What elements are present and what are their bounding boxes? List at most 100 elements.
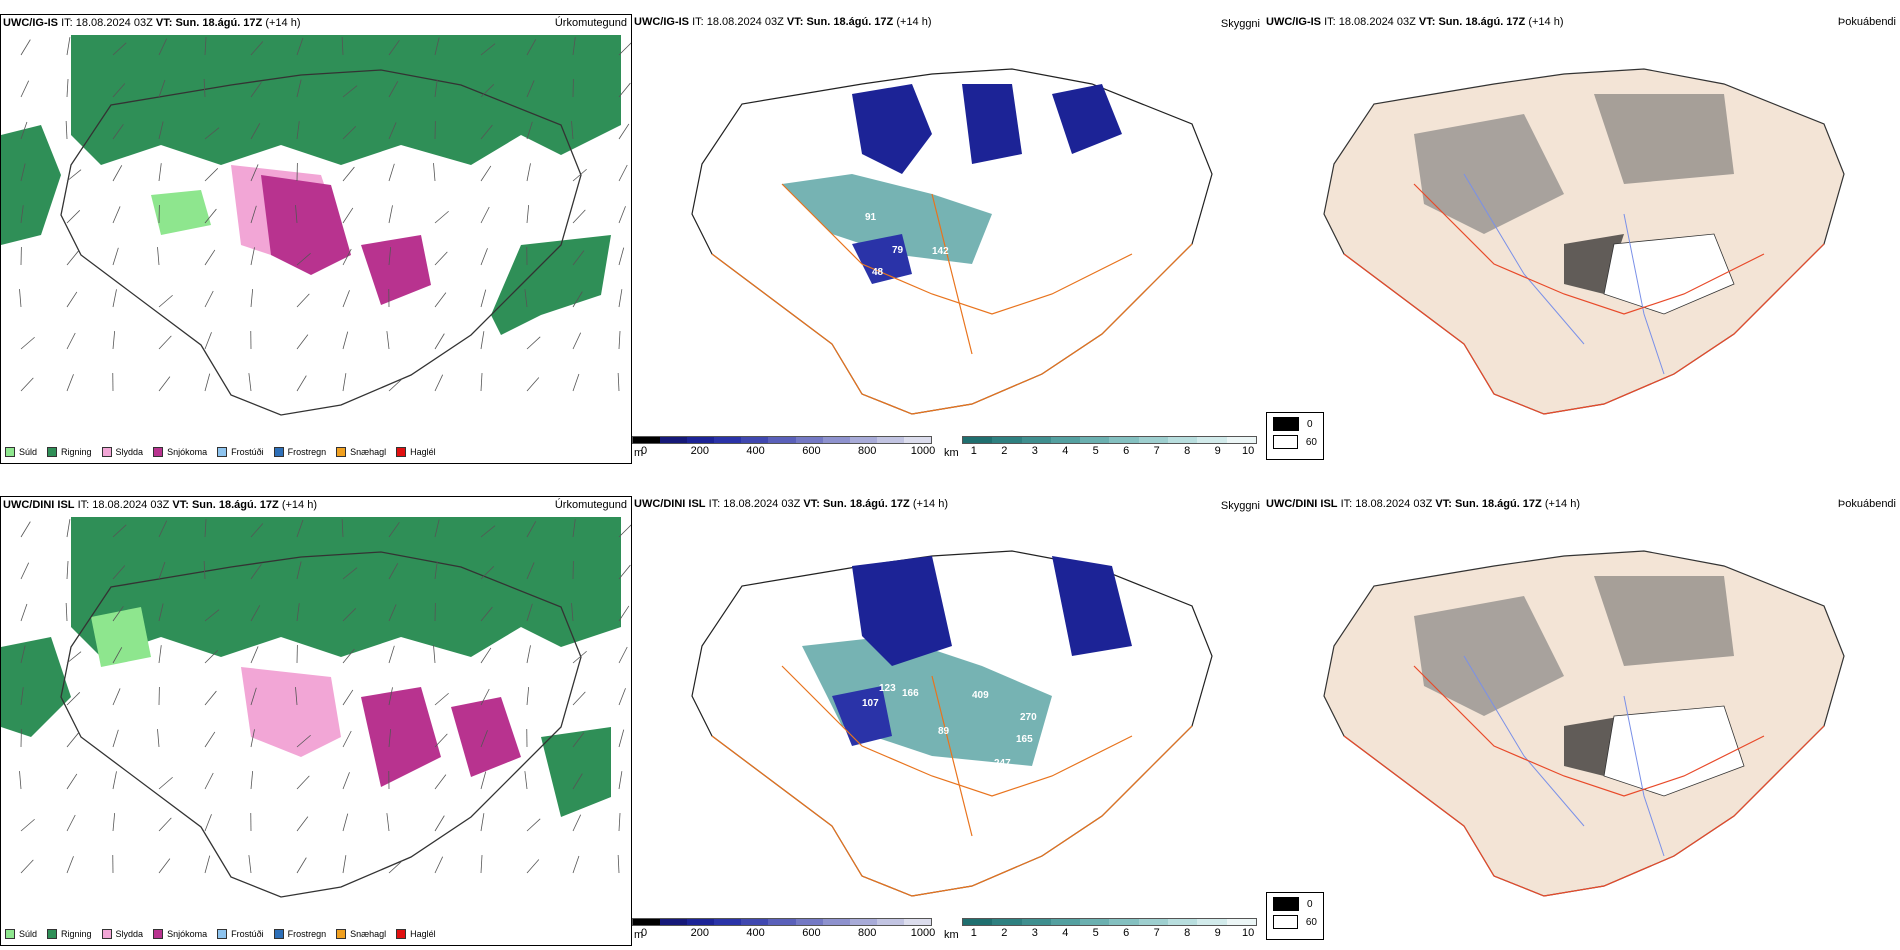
colorbar-segment xyxy=(1168,919,1198,925)
wind-barb xyxy=(158,163,162,182)
wind-barb xyxy=(434,292,447,308)
wind-barb xyxy=(526,80,535,98)
colorbar-tick-label: 2 xyxy=(1001,445,1008,457)
wind-barb xyxy=(480,813,485,832)
wind-barb xyxy=(388,729,392,748)
ceiling-colorbar xyxy=(632,436,932,444)
visibility-low-area xyxy=(782,174,992,264)
visibility-unit: km xyxy=(944,447,959,459)
colorbar-segment xyxy=(1138,437,1169,443)
wind-barb xyxy=(618,206,626,224)
wind-barb xyxy=(66,291,78,308)
legend-item: Súld xyxy=(5,447,37,457)
legend-item: Snjókoma xyxy=(153,447,207,457)
wind-barb xyxy=(618,331,621,350)
wind-barb xyxy=(388,163,395,182)
wind-barb xyxy=(526,521,537,538)
colorbar-tick-label: 600 xyxy=(802,927,821,939)
wind-barb xyxy=(112,289,117,308)
wind-barb xyxy=(342,772,350,790)
visibility-map-1: 142 53 184 168 439 91 79 48 xyxy=(691,68,1213,415)
wind-barb xyxy=(296,775,310,790)
wind-barb xyxy=(388,522,400,538)
wind-barb xyxy=(112,124,124,140)
wind-barb xyxy=(204,249,216,266)
wind-barb xyxy=(618,729,625,748)
panel-title-4: UWC/DINI ISL IT: 18.08.2024 03Z VT: Sun.… xyxy=(3,499,317,511)
visibility-scale: 1 2 3 4 5 6 7 8 9 10 xyxy=(962,918,1257,940)
wind-barb xyxy=(342,373,347,392)
wind-barb xyxy=(204,290,214,308)
legend-swatch xyxy=(396,447,407,457)
colorbar-segment xyxy=(1168,437,1198,443)
wind-barb xyxy=(480,289,487,308)
colorbar-segment xyxy=(963,437,993,443)
visibility-ticks: 1 2 3 4 5 6 7 8 9 10 xyxy=(962,926,1257,940)
legend-swatch xyxy=(336,929,347,939)
wind-barb xyxy=(572,209,586,224)
cloud-label: 142 xyxy=(932,246,949,257)
wind-barb xyxy=(572,519,576,538)
wind-barb xyxy=(434,333,445,350)
wind-barb xyxy=(20,336,35,350)
wind-barb xyxy=(66,332,76,350)
wind-barb xyxy=(480,688,490,706)
wind-barb xyxy=(204,37,207,56)
colorbar-segment xyxy=(876,919,904,925)
legend-swatch xyxy=(336,447,347,457)
precip-type-title: Úrkomutegund xyxy=(554,499,627,511)
wind-barb xyxy=(434,733,448,748)
wind-barbs xyxy=(19,519,631,874)
wind-barb xyxy=(342,567,358,580)
iceland-coastline xyxy=(60,69,582,416)
ceiling-low-area xyxy=(1052,84,1122,154)
cloud-label: 107 xyxy=(862,698,879,709)
wind-barb xyxy=(480,525,496,538)
snow-area-2 xyxy=(451,697,521,777)
wind-barb xyxy=(526,121,533,140)
visibility-unit: km xyxy=(944,929,959,941)
panel-title-2: UWC/IG-IS IT: 18.08.2024 03Z VT: Sun. 18… xyxy=(634,16,932,28)
cloud-legend-row: 0 xyxy=(1273,897,1317,911)
wind-barb xyxy=(112,771,117,790)
wind-barb xyxy=(480,730,488,748)
wind-barb xyxy=(250,41,264,56)
wind-barb xyxy=(250,729,255,748)
wind-barb xyxy=(296,252,311,266)
colorbar-segment xyxy=(741,437,769,443)
wind-barb xyxy=(526,377,540,392)
panel-title-5: UWC/DINI ISL IT: 18.08.2024 03Z VT: Sun.… xyxy=(634,498,948,510)
colorbar-tick-label: 800 xyxy=(858,445,877,457)
colorbar-segment xyxy=(849,437,877,443)
wind-barb xyxy=(296,334,309,350)
wind-barb xyxy=(572,650,587,664)
precip-type-title: Úrkomutegund xyxy=(554,17,627,29)
wind-barb xyxy=(526,39,537,56)
wind-barb xyxy=(204,519,207,538)
wind-barb xyxy=(526,645,531,664)
wind-barb xyxy=(204,814,212,832)
wind-barb xyxy=(388,645,395,664)
wind-barb xyxy=(20,205,24,224)
panel-title-3: UWC/IG-IS IT: 18.08.2024 03Z VT: Sun. 18… xyxy=(1266,16,1564,28)
wind-barb xyxy=(66,692,81,706)
visibility-panel-2: 409 270 165 247 89 123 166 107 UWC/DINI … xyxy=(632,496,1264,946)
wind-barb xyxy=(250,687,257,706)
cloud-label: 247 xyxy=(994,758,1011,769)
colorbar-tick-label: 5 xyxy=(1092,927,1099,939)
legend-item: Frostregn xyxy=(273,929,326,939)
colorbar-segment xyxy=(1197,919,1227,925)
wind-barb xyxy=(296,561,302,580)
legend-item: Rigning xyxy=(47,447,92,457)
wind-barb xyxy=(526,818,541,832)
wind-barb xyxy=(250,123,261,140)
wind-barb xyxy=(19,771,22,790)
wind-barb xyxy=(618,688,626,706)
wind-barb xyxy=(524,771,528,790)
wind-barb xyxy=(66,561,69,580)
colorbar-tick-label: 8 xyxy=(1184,927,1191,939)
wind-barb xyxy=(388,604,397,622)
cloud-label: 439 xyxy=(1047,212,1064,223)
visibility-title: Skyggni xyxy=(1220,18,1260,30)
colorbar-segment xyxy=(992,919,1022,925)
